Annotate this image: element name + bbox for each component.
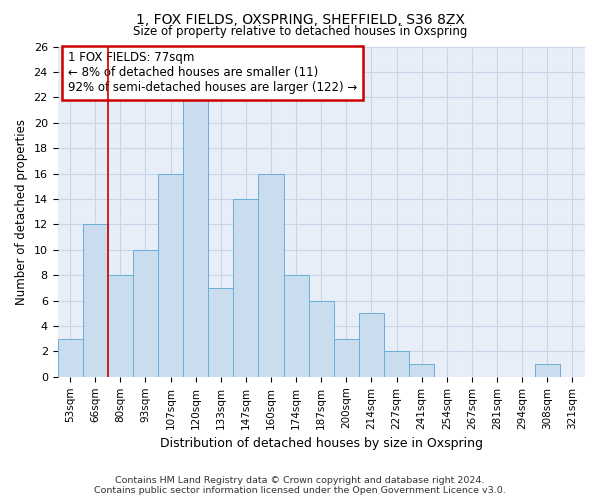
Bar bbox=[108, 275, 133, 377]
Bar bbox=[409, 364, 434, 377]
Bar bbox=[259, 174, 284, 377]
Bar bbox=[359, 314, 384, 377]
Text: Contains HM Land Registry data © Crown copyright and database right 2024.
Contai: Contains HM Land Registry data © Crown c… bbox=[94, 476, 506, 495]
Bar bbox=[83, 224, 108, 377]
Bar bbox=[158, 174, 183, 377]
Bar bbox=[183, 98, 208, 377]
Bar bbox=[208, 288, 233, 377]
Text: Size of property relative to detached houses in Oxspring: Size of property relative to detached ho… bbox=[133, 25, 467, 38]
Bar bbox=[284, 275, 309, 377]
X-axis label: Distribution of detached houses by size in Oxspring: Distribution of detached houses by size … bbox=[160, 437, 483, 450]
Bar bbox=[384, 352, 409, 377]
Bar bbox=[334, 338, 359, 377]
Bar bbox=[309, 300, 334, 377]
Y-axis label: Number of detached properties: Number of detached properties bbox=[15, 118, 28, 304]
Bar bbox=[133, 250, 158, 377]
Bar bbox=[535, 364, 560, 377]
Bar bbox=[58, 338, 83, 377]
Text: 1 FOX FIELDS: 77sqm
← 8% of detached houses are smaller (11)
92% of semi-detache: 1 FOX FIELDS: 77sqm ← 8% of detached hou… bbox=[68, 52, 358, 94]
Bar bbox=[233, 199, 259, 377]
Text: 1, FOX FIELDS, OXSPRING, SHEFFIELD, S36 8ZX: 1, FOX FIELDS, OXSPRING, SHEFFIELD, S36 … bbox=[136, 12, 464, 26]
